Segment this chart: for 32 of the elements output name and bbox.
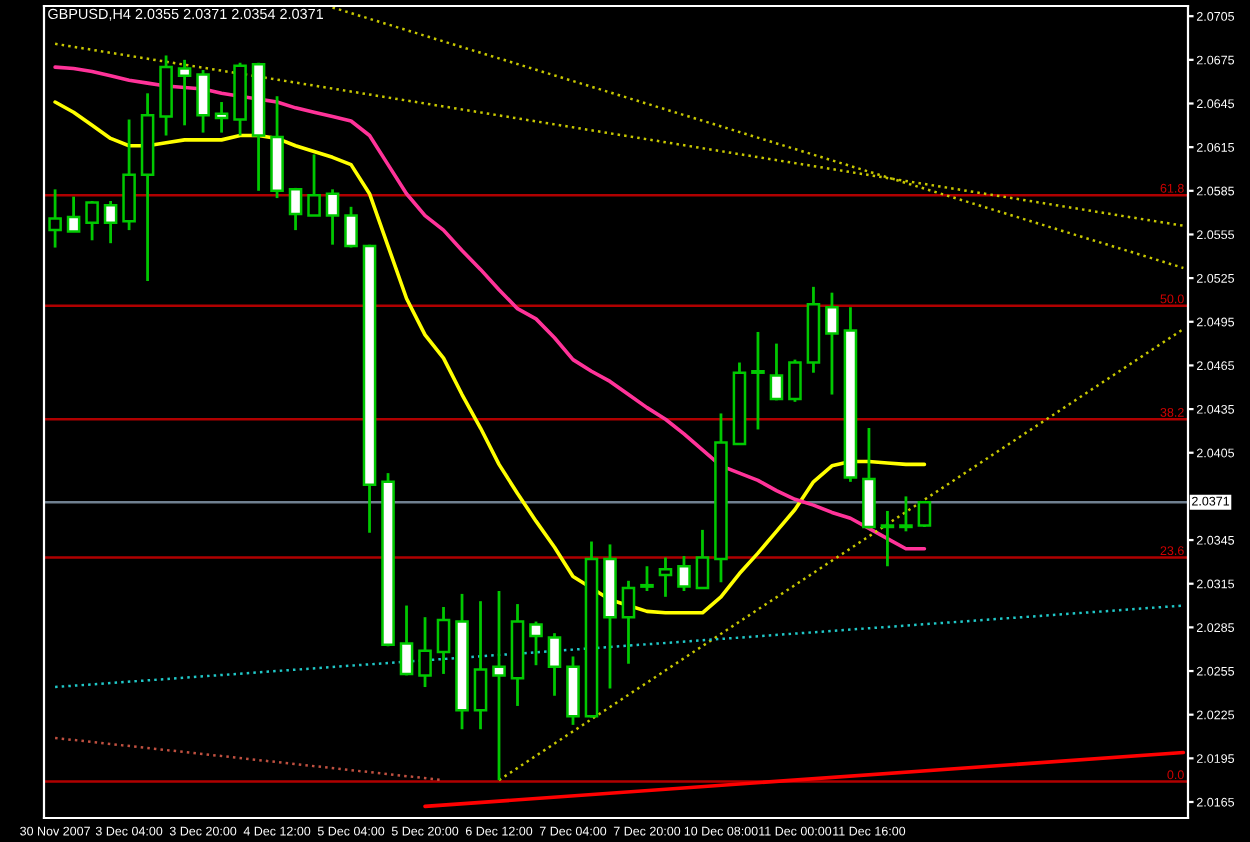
candlestick [492,589,506,782]
candlestick [751,330,765,431]
candlestick [418,615,432,689]
candlestick [177,58,192,127]
candlestick [288,186,303,232]
candlestick [214,100,229,134]
candlestick [695,528,710,590]
candlestick [547,631,562,698]
candlestick [436,605,451,676]
candlestick [825,291,839,396]
candlestick [880,509,895,568]
candlestick [325,187,340,247]
candlestick [344,205,358,249]
candlestick [529,620,543,667]
candlestick [85,199,99,242]
candlestick [66,195,81,233]
candlestick [307,153,321,217]
candlestick [658,556,673,599]
line-series [53,65,927,551]
candlestick [788,358,802,404]
candlestick [769,342,784,402]
candlestick [48,187,62,249]
candlestick [640,564,654,593]
candlestick [917,500,932,529]
candlestick [399,604,414,677]
candlestick [677,554,691,593]
candlestick [899,495,913,533]
candlestick [122,118,136,232]
candlestick [621,579,636,666]
candlestick [103,199,118,245]
candlestick [473,599,488,731]
candlestick [196,68,210,134]
